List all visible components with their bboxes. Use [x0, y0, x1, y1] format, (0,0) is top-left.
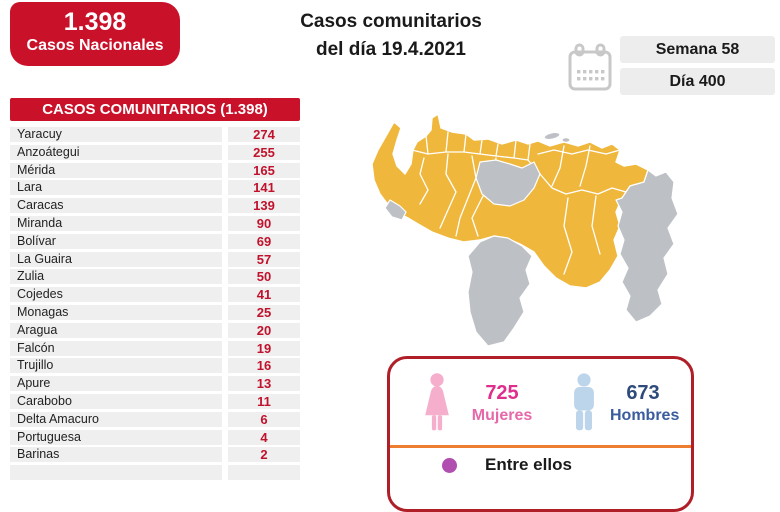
state-cases: 11: [228, 393, 300, 409]
state-name: Monagas: [10, 304, 222, 320]
table-row: Cojedes 41: [10, 287, 300, 303]
state-cases: [228, 465, 300, 481]
case-table-header: CASOS COMUNITARIOS (1.398): [10, 98, 300, 121]
table-row: Apure 13: [10, 376, 300, 392]
venezuela-map: [368, 106, 772, 361]
table-row: Mérida 165: [10, 162, 300, 178]
state-cases: 139: [228, 198, 300, 214]
state-name: Falcón: [10, 340, 222, 356]
state-cases: 41: [228, 287, 300, 303]
week-pill: Semana 58: [620, 36, 775, 63]
national-cases-badge: 1.398 Casos Nacionales: [10, 2, 180, 66]
table-row: Monagas 25: [10, 304, 300, 320]
table-row: Miranda 90: [10, 215, 300, 231]
table-row: Bolívar 69: [10, 233, 300, 249]
woman-icon: [420, 371, 454, 440]
women-stat: 725 Mujeres: [466, 381, 538, 426]
page-title-line2: del día 19.4.2021: [316, 39, 466, 60]
state-cases: 25: [228, 304, 300, 320]
gender-row: 725 Mujeres 673 Hombres: [390, 359, 691, 440]
case-table-body: Yaracuy 274 Anzoátegui 255 Mérida 165 Lara 141 C…: [10, 127, 300, 483]
state-cases: 19: [228, 340, 300, 356]
table-row: La Guaira 57: [10, 251, 300, 267]
state-name: Mérida: [10, 162, 222, 178]
man-icon: [568, 371, 600, 440]
purple-bullet-icon: [442, 457, 457, 473]
state-name: Portuguesa: [10, 429, 222, 445]
entre-ellos-label: Entre ellos: [485, 455, 572, 474]
map-gray-amazonas: [467, 235, 533, 347]
day-pill: Día 400: [620, 68, 775, 95]
table-row: Caracas 139: [10, 198, 300, 214]
state-cases: 255: [228, 144, 300, 160]
state-cases: 69: [228, 233, 300, 249]
state-name: La Guaira: [10, 251, 222, 267]
card-footer: Entre ellos: [390, 455, 691, 475]
state-cases: 20: [228, 322, 300, 338]
national-cases-value: 1.398: [63, 8, 127, 36]
state-cases: 50: [228, 269, 300, 285]
table-row-partial: [10, 465, 300, 481]
state-name: Trujillo: [10, 358, 222, 374]
state-cases: 90: [228, 215, 300, 231]
national-cases-label: Casos Nacionales: [26, 37, 164, 54]
table-row: Delta Amacuro 6: [10, 411, 300, 427]
table-row: Falcón 19: [10, 340, 300, 356]
table-row: Trujillo 16: [10, 358, 300, 374]
table-row: Anzoátegui 255: [10, 144, 300, 160]
calendar-icon: [566, 42, 614, 96]
state-cases: 4: [228, 429, 300, 445]
table-row: Yaracuy 274: [10, 127, 300, 142]
state-cases: 165: [228, 162, 300, 178]
state-name: Carabobo: [10, 393, 222, 409]
table-row: Portuguesa 4: [10, 429, 300, 445]
table-row: Zulia 50: [10, 269, 300, 285]
map-gray-guarico: [475, 159, 541, 207]
men-stat: 673 Hombres: [610, 381, 680, 426]
state-cases: 141: [228, 180, 300, 196]
state-name: Zulia: [10, 269, 222, 285]
state-cases: 57: [228, 251, 300, 267]
gender-panel: 725 Mujeres 673 Hombres: [387, 356, 694, 512]
state-name: Aragua: [10, 322, 222, 338]
table-row: Aragua 20: [10, 322, 300, 338]
state-cases: 2: [228, 447, 300, 463]
page-title: Casos comunitarios del día 19.4.2021: [258, 8, 524, 64]
men-count: 673: [626, 382, 660, 404]
state-cases: 16: [228, 358, 300, 374]
table-row: Carabobo 11: [10, 393, 300, 409]
map-gray-east: [615, 169, 679, 323]
map-gray-islands: [543, 131, 571, 144]
state-name: Cojedes: [10, 287, 222, 303]
state-name: Apure: [10, 376, 222, 392]
state-name: [10, 465, 222, 481]
state-name: Lara: [10, 180, 222, 196]
state-name: Yaracuy: [10, 127, 222, 142]
state-cases: 6: [228, 411, 300, 427]
women-count: 725: [485, 382, 519, 404]
table-row: Lara 141: [10, 180, 300, 196]
state-cases: 274: [228, 127, 300, 142]
page-title-line1: Casos comunitarios: [300, 11, 482, 32]
map-gray-tachira: [384, 199, 407, 221]
orange-divider: [390, 445, 691, 448]
state-cases: 13: [228, 376, 300, 392]
men-label: Hombres: [610, 407, 680, 424]
women-label: Mujeres: [471, 407, 533, 424]
state-name: Caracas: [10, 198, 222, 214]
table-row: Barinas 2: [10, 447, 300, 463]
state-name: Anzoátegui: [10, 144, 222, 160]
state-name: Delta Amacuro: [10, 411, 222, 427]
state-name: Bolívar: [10, 233, 222, 249]
state-name: Barinas: [10, 447, 222, 463]
state-name: Miranda: [10, 215, 222, 231]
